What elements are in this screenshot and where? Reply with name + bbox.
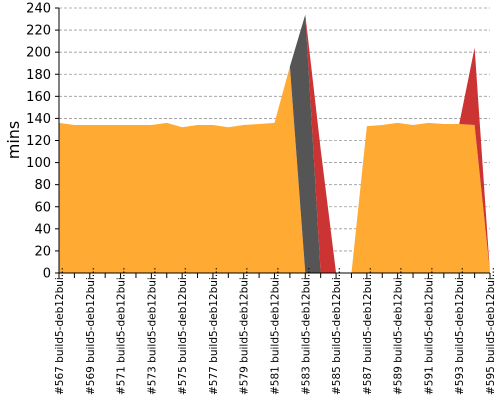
area-series-normal <box>59 66 490 274</box>
y-tick-label: 180 <box>26 68 51 83</box>
area-series <box>59 14 490 274</box>
y-tick-label: 60 <box>34 200 51 215</box>
y-tick-label: 140 <box>26 112 51 127</box>
x-tick-label: #579 build5-deb12bui... <box>239 267 251 395</box>
x-tick-label: #575 build5-deb12bui... <box>177 267 189 395</box>
y-tick-label: 20 <box>34 244 51 259</box>
x-tick-label: #585 build5-deb12bui... <box>331 267 343 395</box>
y-tick-label: 220 <box>26 24 51 39</box>
x-tick-label: #567 build5-deb12bui... <box>54 267 66 395</box>
x-tick-label: #581 build5-deb12bui... <box>270 267 282 395</box>
y-tick-label: 200 <box>26 46 51 61</box>
y-tick-label: 80 <box>34 178 51 193</box>
y-tick-label: 100 <box>26 156 51 171</box>
x-tick-label: #571 build5-deb12bui... <box>116 267 128 395</box>
x-tick-label: #573 build5-deb12bui... <box>146 267 158 395</box>
x-tick-label: #587 build5-deb12bui... <box>362 267 374 395</box>
y-tick-label: 240 <box>26 2 51 17</box>
y-tick-label: 40 <box>34 222 51 237</box>
x-tick-label: #589 build5-deb12bui... <box>393 267 405 395</box>
x-tick-label: #595 build5-deb12bui... <box>485 267 497 395</box>
x-tick-label: #583 build5-deb12bui... <box>300 267 312 395</box>
y-axis-label: mins <box>4 121 23 160</box>
y-axis-ticks: 0 20 40 60 80 100 120 140 160 180 200 220 240 <box>26 2 59 282</box>
x-tick-label: #593 build5-deb12bui... <box>454 267 466 395</box>
x-axis-ticks: #567 build5-deb12bui... #569 build5-deb12… <box>54 267 497 395</box>
y-tick-label: 0 <box>43 267 51 282</box>
y-tick-label: 120 <box>26 134 51 149</box>
x-tick-label: #569 build5-deb12bui... <box>85 267 97 395</box>
y-tick-label: 160 <box>26 90 51 105</box>
x-tick-label: #591 build5-deb12bui... <box>423 267 435 395</box>
x-tick-label: #577 build5-deb12bui... <box>208 267 220 395</box>
